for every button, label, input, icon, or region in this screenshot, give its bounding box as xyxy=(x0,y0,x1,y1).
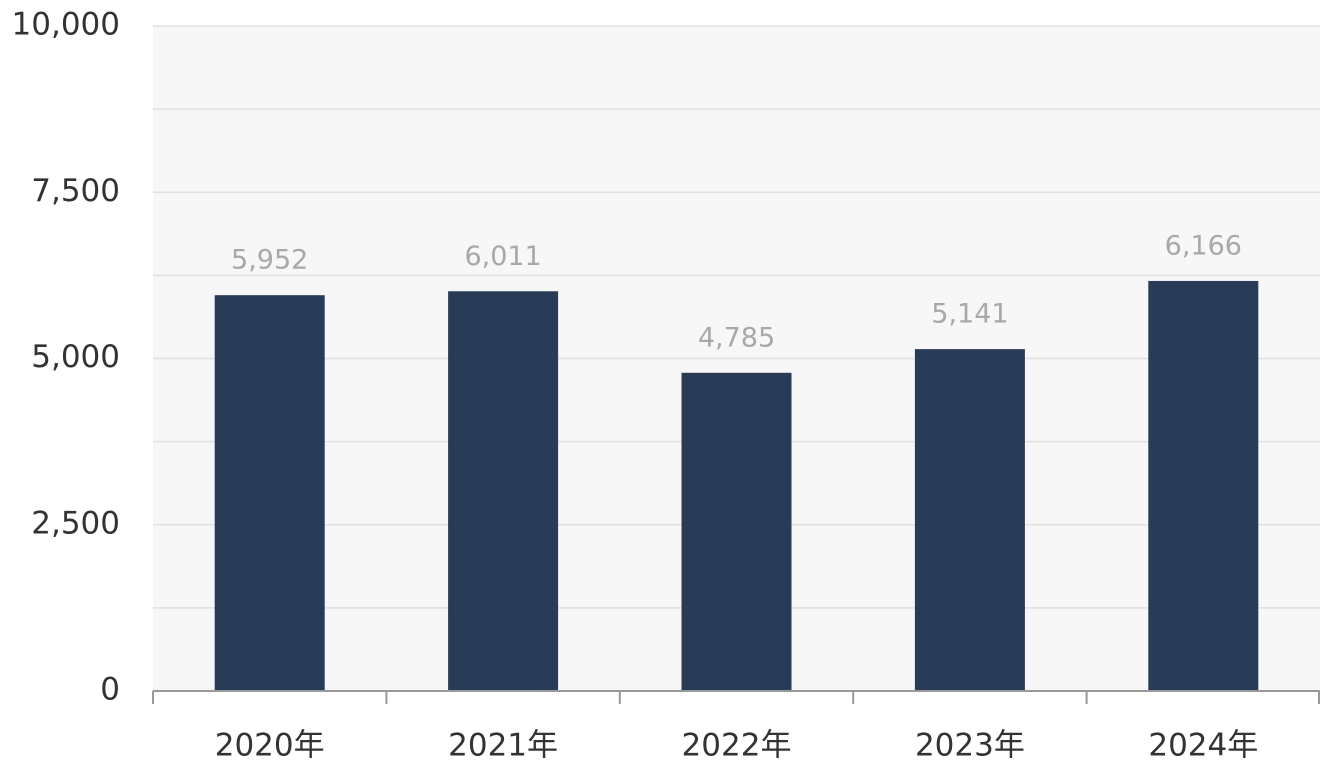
value-label: 6,166 xyxy=(1165,230,1242,261)
bar xyxy=(448,291,559,691)
value-label: 6,011 xyxy=(464,241,541,272)
y-tick-label: 7,500 xyxy=(31,173,120,209)
bar xyxy=(214,295,325,691)
y-tick-label: 10,000 xyxy=(12,7,120,43)
x-tick-label: 2021年 xyxy=(448,728,558,764)
value-label: 4,785 xyxy=(698,322,775,353)
x-tick-label: 2024年 xyxy=(1148,728,1258,764)
y-tick-label: 0 xyxy=(100,672,120,708)
bar xyxy=(914,349,1025,691)
bar xyxy=(681,372,792,691)
y-tick-label: 2,500 xyxy=(31,505,120,541)
value-label: 5,141 xyxy=(931,299,1008,330)
x-tick-label: 2022年 xyxy=(682,728,792,764)
bar xyxy=(1148,280,1259,691)
y-tick-label: 5,000 xyxy=(31,339,120,375)
x-tick-label: 2020年 xyxy=(215,728,325,764)
value-label: 5,952 xyxy=(231,245,308,276)
x-tick-label: 2023年 xyxy=(915,728,1025,764)
